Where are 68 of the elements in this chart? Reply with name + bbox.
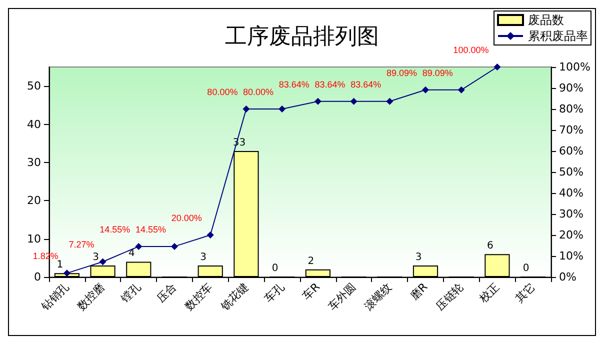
point — [278, 106, 286, 112]
data-label: 0 — [272, 263, 278, 274]
x-tick-label: 车外圆 — [326, 280, 358, 313]
x-tick-label: 压合 — [154, 280, 180, 306]
y2-tick-label: 40% — [559, 186, 584, 200]
data-label: 6 — [487, 240, 494, 252]
point — [63, 270, 70, 277]
x-tick-label: 车R — [300, 280, 323, 303]
x-tick-label: 滚螺纹 — [362, 280, 394, 313]
data-label: 3 — [92, 252, 99, 264]
y-tick-label: 40 — [27, 118, 41, 131]
y-tick-label: 30 — [27, 156, 41, 169]
point — [99, 258, 106, 266]
data-label: 14.55% — [100, 224, 130, 234]
x-tick-label: 镗孔 — [118, 280, 144, 306]
data-label: 3 — [415, 252, 422, 264]
x-tick-label: 车孔 — [262, 280, 287, 306]
y2-tick-label: 100% — [559, 60, 590, 74]
data-label: 7.27% — [68, 240, 94, 250]
x-tick-label: 铣花键 — [218, 280, 251, 314]
data-label: 80.00% — [207, 87, 238, 97]
data-label: 1 — [56, 260, 64, 271]
y2-tick-label: 0% — [559, 270, 576, 284]
point — [386, 98, 394, 105]
legend-label: 废品数 — [528, 13, 564, 27]
y-tick-label: 20 — [27, 194, 41, 208]
data-label: 83.64% — [278, 79, 310, 90]
data-label: 89.09% — [422, 68, 453, 78]
y-tick-label: 0 — [34, 270, 41, 284]
x-tick-label: 磨R — [408, 280, 430, 303]
point — [206, 232, 214, 238]
point — [458, 86, 465, 94]
y2-tick-label: 30% — [559, 208, 584, 220]
data-label: 80.00% — [243, 87, 274, 97]
y2-tick-label: 20% — [559, 228, 584, 242]
point — [350, 98, 358, 105]
x-tick-label: 压链轮 — [433, 280, 466, 313]
y2-tick-label: 10% — [559, 250, 584, 262]
y2-tick-label: 60% — [559, 144, 584, 158]
x-tick-label: 校正 — [476, 280, 502, 306]
x-tick-label: 数控车 — [182, 280, 215, 313]
data-label: 0 — [522, 263, 530, 274]
y2-tick-label: 80% — [559, 102, 584, 116]
point — [314, 98, 322, 105]
point — [135, 242, 142, 250]
data-label: 2 — [308, 256, 314, 267]
point — [171, 242, 178, 250]
y2-tick-label: 90% — [559, 82, 584, 94]
point — [422, 86, 429, 94]
legend-label: 累积废品率 — [528, 29, 588, 43]
x-tick-label: 数控磨 — [74, 280, 108, 313]
y-tick-label: 50 — [27, 80, 41, 93]
y-tick-label: 10 — [27, 232, 41, 246]
chart-title: 工序废品排列图 — [225, 24, 379, 50]
y2-tick-label: 50% — [559, 166, 584, 178]
y2-tick-label: 70% — [559, 124, 584, 136]
data-label: 3 — [200, 252, 207, 264]
point — [242, 106, 250, 112]
data-label: 83.64% — [350, 79, 382, 90]
data-label: 83.64% — [314, 79, 346, 90]
data-label: 20.00% — [171, 213, 202, 223]
data-label: 14.55% — [135, 224, 166, 234]
data-label: 4 — [128, 248, 135, 260]
point — [494, 64, 501, 70]
x-tick-label: 钻销孔 — [38, 280, 72, 314]
data-label: 100.00% — [453, 45, 489, 55]
data-label: 89.09% — [386, 68, 417, 78]
x-tick-label: 其它 — [512, 280, 538, 306]
